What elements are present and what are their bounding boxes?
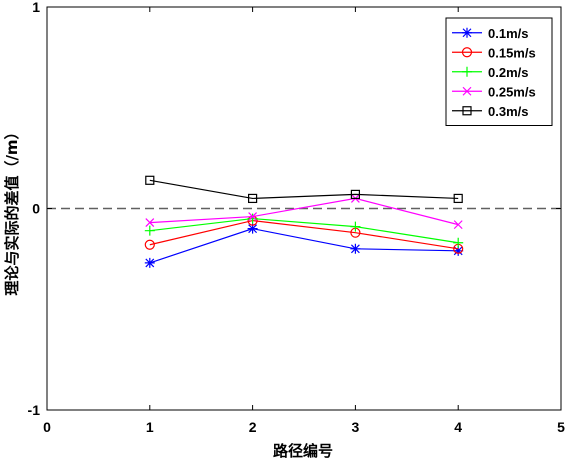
legend-label: 0.3m/s — [488, 104, 528, 119]
legend-marker — [462, 86, 472, 96]
data-point — [453, 245, 464, 256]
series-line — [149, 179, 459, 200]
data-point — [453, 237, 464, 248]
legend-marker — [461, 47, 473, 58]
y-tick-label: 1 — [32, 0, 40, 15]
legend-item: 0.25m/s — [452, 84, 536, 99]
x-tick-label: 4 — [454, 419, 462, 435]
data-point — [247, 213, 258, 224]
data-point — [248, 193, 258, 204]
legend-label: 0.25m/s — [488, 84, 536, 99]
data-point — [145, 218, 155, 228]
data-point — [247, 223, 258, 234]
data-point — [144, 257, 155, 268]
x-tick-label: 0 — [43, 419, 51, 435]
series-layer — [144, 175, 464, 268]
series-line — [149, 228, 459, 264]
data-point — [453, 220, 463, 230]
series-line — [149, 197, 459, 226]
series-2 — [144, 213, 464, 248]
legend-marker — [462, 27, 472, 38]
data-point — [248, 212, 258, 221]
x-tick-label: 2 — [249, 419, 257, 435]
data-point — [350, 221, 361, 232]
legend-label: 0.15m/s — [488, 45, 536, 60]
y-tick-label: 0 — [32, 201, 40, 217]
x-tick-label: 5 — [557, 419, 565, 435]
data-point — [350, 189, 360, 199]
legend-label: 0.1m/s — [488, 26, 528, 41]
data-point — [350, 243, 361, 254]
legend-item: 0.15m/s — [452, 45, 536, 60]
series-line — [149, 219, 459, 250]
legend-item: 0.2m/s — [452, 65, 528, 80]
data-point — [145, 175, 155, 185]
legend-item: 0.3m/s — [452, 104, 528, 119]
legend-marker — [462, 66, 472, 77]
axis-ticks: 0 1 2 3 4 5-101 — [28, 0, 566, 435]
data-point — [453, 193, 463, 204]
legend-label: 0.2m/s — [488, 65, 528, 80]
series-0 — [144, 223, 464, 268]
x-tick-label: 1 — [146, 419, 154, 435]
data-point — [144, 239, 155, 250]
legend-item: 0.1m/s — [452, 26, 528, 41]
x-tick-label: 3 — [352, 419, 360, 435]
data-point — [144, 225, 155, 236]
series-line — [149, 217, 459, 244]
legend: 0.1m/s 0.15m/s 0.2m/s 0.25m/s 0.3m/s — [445, 17, 553, 126]
y-tick-label: -1 — [28, 402, 41, 418]
x-axis-label: 路径编号 — [273, 442, 333, 460]
legend-marker — [462, 106, 472, 116]
series-4 — [145, 175, 463, 204]
y-axis-label: 理论与实际的差值（/m） — [3, 124, 21, 295]
